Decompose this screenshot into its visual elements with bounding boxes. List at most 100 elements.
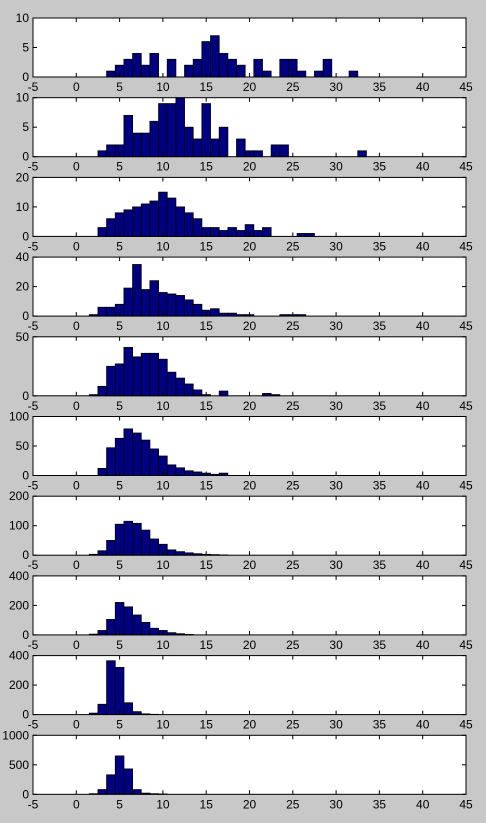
- x-tick-label: 15: [200, 160, 214, 174]
- histogram-bar: [184, 383, 194, 397]
- histogram-bar: [184, 470, 194, 476]
- x-tick-label: 10: [156, 239, 170, 253]
- y-tick-label: 200: [9, 598, 29, 612]
- y-tick-label: 10: [16, 91, 30, 105]
- histogram-bar: [114, 755, 125, 795]
- x-tick-label: 5: [116, 638, 123, 652]
- histogram-bar: [114, 363, 125, 397]
- x-tick-label: 30: [329, 80, 343, 94]
- histogram-bar: [123, 702, 133, 715]
- histogram-bar: [279, 58, 289, 78]
- x-tick-label: -5: [28, 80, 39, 94]
- histogram-bar: [201, 41, 211, 78]
- y-tick-label: 1000: [2, 728, 29, 742]
- histogram-bar: [123, 287, 133, 317]
- y-tick-label: 40: [16, 250, 30, 264]
- y-tick-label: 0: [22, 309, 29, 323]
- x-tick-label: 0: [73, 797, 80, 811]
- histogram-bar: [270, 144, 281, 158]
- x-tick-label: 30: [329, 797, 343, 811]
- x-tick-label: 20: [243, 797, 257, 811]
- histogram-bar: [236, 64, 246, 78]
- x-tick-label: 45: [459, 479, 473, 493]
- histogram-bar: [166, 371, 177, 397]
- histogram-bar: [227, 227, 237, 237]
- histogram-bar: [140, 64, 151, 78]
- x-tick-label: -5: [28, 239, 39, 253]
- x-tick-label: 40: [416, 638, 430, 652]
- histogram-bar: [140, 352, 151, 397]
- x-tick-label: 35: [373, 239, 387, 253]
- histogram-bar: [192, 471, 203, 476]
- x-tick-label: 5: [116, 160, 123, 174]
- histogram-bar: [184, 299, 194, 317]
- x-tick-label: 0: [73, 558, 80, 572]
- x-tick-label: 20: [243, 80, 257, 94]
- histogram-bar: [123, 768, 133, 795]
- histogram-bar: [166, 549, 177, 556]
- axes-background: [33, 575, 466, 635]
- x-tick-label: 35: [373, 479, 387, 493]
- x-tick-label: 45: [459, 558, 473, 572]
- x-tick-label: 10: [156, 718, 170, 732]
- x-tick-label: 20: [243, 718, 257, 732]
- x-tick-label: 5: [116, 239, 123, 253]
- histogram-bar: [123, 520, 133, 556]
- histogram-bar: [123, 209, 133, 237]
- histogram-bar: [149, 53, 159, 78]
- histogram-bar: [253, 58, 263, 78]
- x-tick-label: 10: [156, 638, 170, 652]
- y-tick-label: 10: [16, 200, 30, 214]
- x-tick-label: 15: [200, 558, 214, 572]
- x-tick-label: 30: [329, 160, 343, 174]
- axes-background: [33, 257, 466, 317]
- x-tick-label: 20: [243, 558, 257, 572]
- x-tick-label: 25: [286, 239, 300, 253]
- histogram-bar: [149, 627, 159, 636]
- x-tick-label: 0: [73, 718, 80, 732]
- histogram-bar: [97, 385, 108, 397]
- y-tick-label: 0: [22, 469, 29, 483]
- histogram-bar: [175, 206, 185, 237]
- histogram-bar: [184, 64, 194, 78]
- histogram-bar: [314, 70, 324, 78]
- x-tick-label: -5: [28, 160, 39, 174]
- x-tick-label: 5: [116, 399, 123, 413]
- histogram-bar: [132, 522, 142, 556]
- histogram-bar: [348, 70, 359, 78]
- x-tick-label: 25: [286, 638, 300, 652]
- histogram-bar: [149, 538, 159, 556]
- histogram-bar: [123, 606, 133, 636]
- y-tick-label: 50: [16, 439, 30, 453]
- histogram-bar: [123, 58, 133, 78]
- histogram-bar: [262, 227, 272, 237]
- x-tick-label: 10: [156, 319, 170, 333]
- x-tick-label: 25: [286, 319, 300, 333]
- x-tick-label: 5: [116, 80, 123, 94]
- y-tick-label: 5: [22, 120, 29, 134]
- histogram-bar: [114, 437, 125, 476]
- y-tick-label: 0: [22, 628, 29, 642]
- x-tick-label: 40: [416, 797, 430, 811]
- histogram-bar: [236, 230, 246, 237]
- axes-background: [33, 496, 466, 556]
- histogram-bar: [184, 126, 194, 158]
- x-tick-label: 0: [73, 239, 80, 253]
- histogram-bar: [158, 103, 168, 158]
- histogram-bar: [175, 97, 185, 158]
- y-tick-label: 0: [22, 548, 29, 562]
- axes-background: [33, 735, 466, 795]
- histogram-bar: [132, 356, 142, 397]
- x-tick-label: 0: [73, 479, 80, 493]
- histogram-bar: [114, 523, 125, 556]
- histogram-bar: [114, 602, 125, 636]
- histogram-bar: [210, 138, 220, 158]
- x-tick-label: 10: [156, 160, 170, 174]
- x-tick-label: 45: [459, 399, 473, 413]
- x-tick-label: 25: [286, 718, 300, 732]
- x-tick-label: 35: [373, 558, 387, 572]
- y-tick-label: 200: [9, 678, 29, 692]
- x-tick-label: 10: [156, 558, 170, 572]
